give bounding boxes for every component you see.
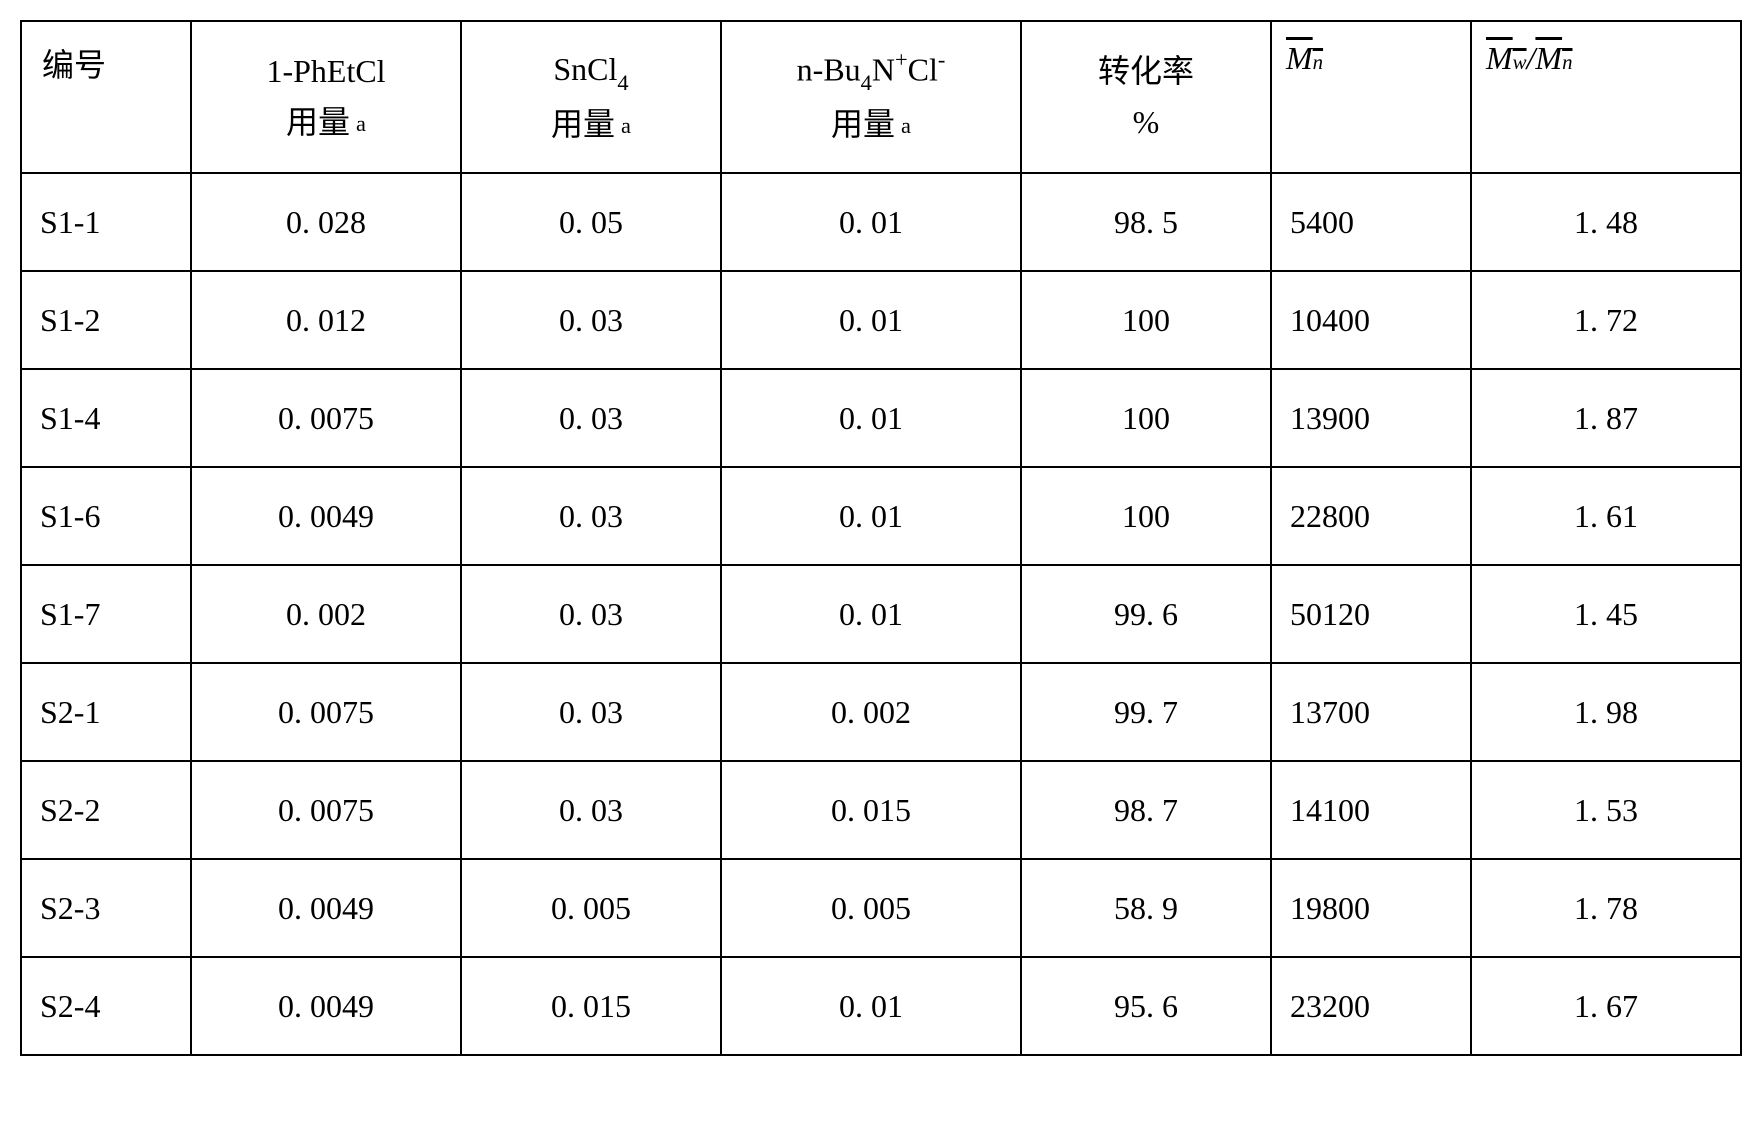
- cell-sncl4: 0. 03: [461, 271, 721, 369]
- cell-phetcl: 0. 0049: [191, 957, 461, 1055]
- cell-mwmn: 1. 61: [1471, 467, 1741, 565]
- cell-sncl4: 0. 015: [461, 957, 721, 1055]
- cell-conversion: 100: [1021, 467, 1271, 565]
- cell-sncl4: 0. 03: [461, 467, 721, 565]
- cell-nbu4ncl: 0. 01: [721, 271, 1021, 369]
- header-mn-formula: Mn: [1272, 22, 1470, 172]
- cell-sncl4: 0. 03: [461, 761, 721, 859]
- header-mn: Mn: [1271, 21, 1471, 173]
- header-phetcl-dosage: 用量a: [286, 97, 366, 148]
- header-mwmn: Mw/Mn: [1471, 21, 1741, 173]
- table-row: S1-40. 00750. 030. 01100139001. 87: [21, 369, 1741, 467]
- cell-mwmn: 1. 48: [1471, 173, 1741, 271]
- cell-nbu4ncl: 0. 005: [721, 859, 1021, 957]
- table-row: S2-30. 00490. 0050. 00558. 9198001. 78: [21, 859, 1741, 957]
- cell-mn: 22800: [1271, 467, 1471, 565]
- table-row: S1-60. 00490. 030. 01100228001. 61: [21, 467, 1741, 565]
- cell-mn: 13700: [1271, 663, 1471, 761]
- cell-conversion: 100: [1021, 369, 1271, 467]
- cell-nbu4ncl: 0. 015: [721, 761, 1021, 859]
- cell-phetcl: 0. 002: [191, 565, 461, 663]
- cell-id: S1-6: [21, 467, 191, 565]
- cell-mwmn: 1. 87: [1471, 369, 1741, 467]
- table-row: S2-20. 00750. 030. 01598. 7141001. 53: [21, 761, 1741, 859]
- cell-sncl4: 0. 005: [461, 859, 721, 957]
- cell-mn: 10400: [1271, 271, 1471, 369]
- header-phetcl-top: 1-PhEtCl: [266, 46, 385, 97]
- cell-sncl4: 0. 03: [461, 565, 721, 663]
- cell-mn: 23200: [1271, 957, 1471, 1055]
- cell-sncl4: 0. 03: [461, 369, 721, 467]
- cell-mwmn: 1. 72: [1471, 271, 1741, 369]
- header-sncl4-top: SnCl4: [553, 44, 628, 98]
- cell-mn: 5400: [1271, 173, 1471, 271]
- cell-conversion: 99. 6: [1021, 565, 1271, 663]
- cell-mn: 14100: [1271, 761, 1471, 859]
- cell-id: S2-3: [21, 859, 191, 957]
- header-id: 编号: [21, 21, 191, 173]
- table-row: S1-10. 0280. 050. 0198. 554001. 48: [21, 173, 1741, 271]
- cell-mn: 13900: [1271, 369, 1471, 467]
- cell-phetcl: 0. 0075: [191, 761, 461, 859]
- cell-nbu4ncl: 0. 01: [721, 369, 1021, 467]
- header-sncl4-dosage: 用量a: [551, 99, 631, 150]
- cell-nbu4ncl: 0. 01: [721, 467, 1021, 565]
- cell-conversion: 100: [1021, 271, 1271, 369]
- cell-conversion: 98. 7: [1021, 761, 1271, 859]
- header-phetcl: 1-PhEtCl 用量a: [191, 21, 461, 173]
- cell-id: S1-7: [21, 565, 191, 663]
- cell-mwmn: 1. 67: [1471, 957, 1741, 1055]
- cell-phetcl: 0. 0075: [191, 663, 461, 761]
- cell-id: S2-4: [21, 957, 191, 1055]
- header-nbu4ncl-top: n-Bu4N+Cl-: [797, 44, 946, 99]
- header-conversion: 转化率 %: [1021, 21, 1271, 173]
- header-conversion-label: 转化率: [1098, 46, 1194, 97]
- cell-mn: 19800: [1271, 859, 1471, 957]
- header-nbu4ncl-dosage: 用量a: [831, 99, 911, 150]
- header-id-label: 编号: [22, 22, 190, 172]
- cell-phetcl: 0. 0049: [191, 859, 461, 957]
- cell-phetcl: 0. 028: [191, 173, 461, 271]
- table-row: S2-40. 00490. 0150. 0195. 6232001. 67: [21, 957, 1741, 1055]
- cell-id: S2-1: [21, 663, 191, 761]
- cell-id: S1-4: [21, 369, 191, 467]
- cell-nbu4ncl: 0. 01: [721, 957, 1021, 1055]
- cell-nbu4ncl: 0. 01: [721, 173, 1021, 271]
- cell-mwmn: 1. 78: [1471, 859, 1741, 957]
- header-conversion-unit: %: [1133, 97, 1160, 148]
- table-header-row: 编号 1-PhEtCl 用量a SnCl4 用量a: [21, 21, 1741, 173]
- header-nbu4ncl: n-Bu4N+Cl- 用量a: [721, 21, 1021, 173]
- cell-nbu4ncl: 0. 01: [721, 565, 1021, 663]
- table-row: S2-10. 00750. 030. 00299. 7137001. 98: [21, 663, 1741, 761]
- cell-id: S1-1: [21, 173, 191, 271]
- cell-mwmn: 1. 45: [1471, 565, 1741, 663]
- data-table: 编号 1-PhEtCl 用量a SnCl4 用量a: [20, 20, 1742, 1056]
- cell-sncl4: 0. 03: [461, 663, 721, 761]
- cell-mn: 50120: [1271, 565, 1471, 663]
- cell-conversion: 58. 9: [1021, 859, 1271, 957]
- cell-phetcl: 0. 0075: [191, 369, 461, 467]
- header-mwmn-formula: Mw/Mn: [1472, 22, 1740, 172]
- cell-id: S1-2: [21, 271, 191, 369]
- cell-conversion: 99. 7: [1021, 663, 1271, 761]
- table-row: S1-20. 0120. 030. 01100104001. 72: [21, 271, 1741, 369]
- cell-conversion: 98. 5: [1021, 173, 1271, 271]
- cell-mwmn: 1. 53: [1471, 761, 1741, 859]
- cell-id: S2-2: [21, 761, 191, 859]
- header-sncl4: SnCl4 用量a: [461, 21, 721, 173]
- cell-sncl4: 0. 05: [461, 173, 721, 271]
- cell-mwmn: 1. 98: [1471, 663, 1741, 761]
- table-body: S1-10. 0280. 050. 0198. 554001. 48S1-20.…: [21, 173, 1741, 1055]
- cell-nbu4ncl: 0. 002: [721, 663, 1021, 761]
- table-row: S1-70. 0020. 030. 0199. 6501201. 45: [21, 565, 1741, 663]
- cell-phetcl: 0. 012: [191, 271, 461, 369]
- cell-phetcl: 0. 0049: [191, 467, 461, 565]
- cell-conversion: 95. 6: [1021, 957, 1271, 1055]
